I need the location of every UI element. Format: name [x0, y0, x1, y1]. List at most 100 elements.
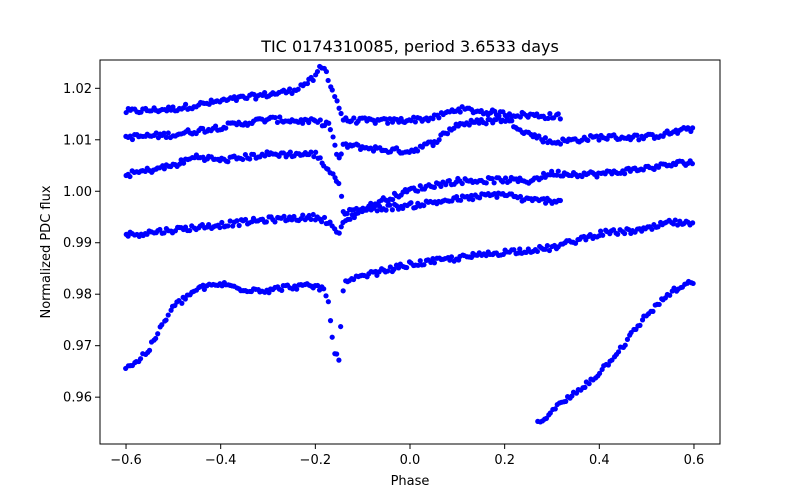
data-point [385, 120, 391, 126]
data-point [338, 110, 344, 117]
data-point [326, 120, 332, 126]
data-point [411, 114, 417, 120]
data-point [280, 150, 287, 156]
data-point [421, 262, 427, 268]
data-point [598, 228, 604, 234]
data-point [319, 219, 325, 225]
data-point [294, 286, 300, 292]
data-point [300, 120, 306, 126]
data-point [146, 347, 153, 353]
data-point [338, 224, 344, 230]
data-point [291, 213, 297, 220]
series-cycle-3 [123, 149, 695, 217]
x-axis-label: Phase [391, 474, 430, 489]
y-axis-label: Normalized PDC flux [39, 185, 54, 318]
data-point [170, 104, 176, 110]
data-point [408, 200, 414, 206]
data-point [689, 125, 696, 131]
data-point [572, 240, 579, 246]
x-tick-label: 0.2 [494, 453, 515, 468]
data-point [542, 135, 549, 141]
data-point [295, 86, 301, 92]
data-point [543, 200, 549, 206]
data-point [483, 121, 489, 127]
data-point [129, 136, 136, 143]
data-point [372, 203, 378, 209]
data-point [489, 176, 495, 182]
data-point [351, 115, 357, 121]
data-point [165, 312, 171, 318]
data-point [234, 218, 240, 224]
data-point [281, 213, 287, 219]
data-point [500, 179, 506, 185]
data-point [383, 116, 389, 122]
data-point [436, 137, 442, 143]
y-tick-label: 0.96 [63, 391, 92, 406]
data-point [547, 111, 553, 117]
data-point [225, 223, 231, 229]
y-tick-label: 0.99 [63, 236, 92, 251]
data-point [247, 156, 253, 162]
data-point [274, 119, 281, 126]
data-point [372, 120, 378, 126]
data-point [540, 170, 547, 177]
x-tick-label: −0.4 [205, 453, 237, 468]
data-point [468, 192, 475, 199]
data-point [127, 173, 133, 180]
data-point [470, 196, 476, 203]
data-point [242, 216, 249, 223]
data-point [262, 153, 268, 159]
data-point [675, 222, 681, 228]
data-point [332, 142, 338, 148]
data-point [157, 226, 163, 233]
data-point [458, 197, 464, 203]
data-point [650, 308, 656, 314]
data-point [383, 207, 389, 213]
data-point [153, 335, 159, 342]
data-point [624, 336, 631, 342]
data-point [534, 248, 540, 255]
data-point [310, 77, 316, 84]
data-point [615, 349, 622, 355]
data-point [649, 226, 655, 232]
data-point [323, 68, 330, 75]
data-point [517, 193, 524, 200]
data-point [477, 195, 483, 201]
data-point [385, 268, 391, 274]
data-point [538, 175, 544, 181]
data-point [181, 160, 187, 166]
data-point [338, 193, 345, 199]
data-point [557, 116, 563, 122]
data-point [387, 202, 393, 208]
data-point [227, 218, 233, 224]
data-point [279, 287, 285, 293]
data-point [325, 77, 331, 84]
data-point [161, 130, 167, 136]
data-point [446, 178, 452, 184]
data-point [336, 357, 342, 363]
data-point [225, 159, 231, 165]
data-point [311, 153, 317, 160]
data-point [125, 233, 131, 239]
data-point [304, 80, 311, 87]
data-point [334, 351, 340, 357]
data-point [555, 168, 561, 174]
data-point [277, 114, 283, 120]
data-points [123, 63, 696, 425]
y-tick-label: 1.02 [63, 82, 92, 97]
y-tick-label: 1.00 [63, 185, 92, 200]
data-point [685, 125, 691, 131]
data-point [206, 221, 212, 228]
data-point [330, 134, 336, 140]
data-point [321, 286, 327, 292]
data-point [325, 299, 331, 305]
y-tick-label: 0.97 [63, 339, 92, 354]
data-point [338, 323, 344, 330]
data-point [155, 331, 161, 337]
data-point [557, 197, 563, 204]
data-point [177, 161, 183, 167]
data-point [438, 183, 444, 190]
data-point [557, 141, 564, 147]
